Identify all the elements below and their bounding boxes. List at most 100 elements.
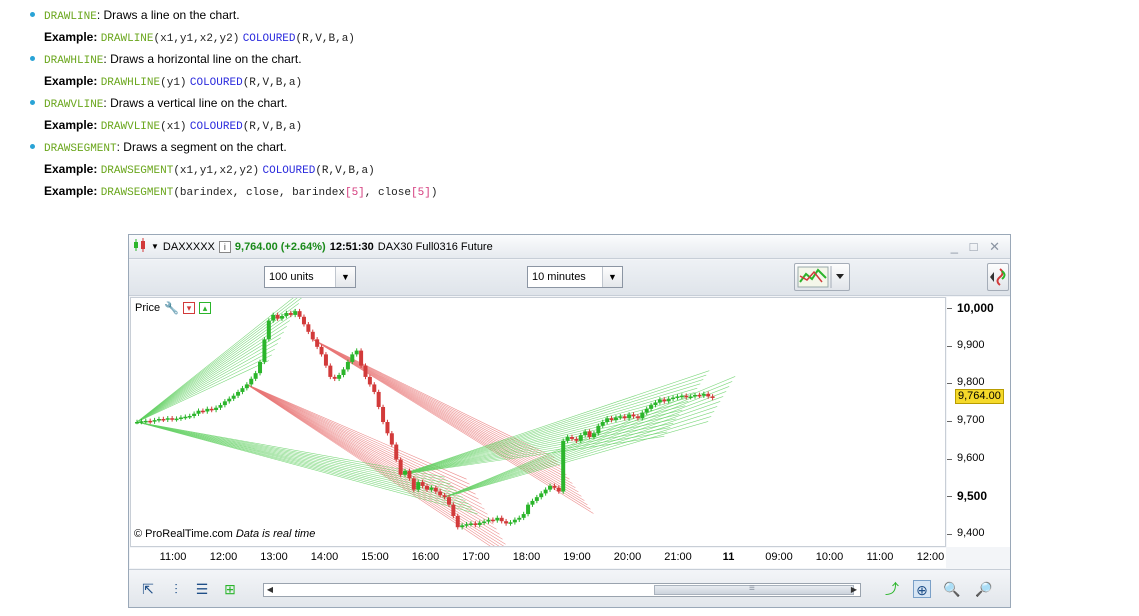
info-icon[interactable]: i [218,240,231,253]
example-args: ) [430,187,438,199]
window-controls[interactable]: _ □ ✕ [950,239,1004,254]
candle-style-icon[interactable]: ⫶ [174,581,178,597]
y-tick-label: 9,600 [957,451,985,464]
drawn-segment [400,396,692,475]
close-panel-icon[interactable]: ▾ [183,302,196,314]
candle [376,391,381,407]
example-args: (x1,y1,x2,y2) [173,165,260,177]
add-indicator-button[interactable] [794,263,850,291]
zoom-in-icon[interactable]: 🔎 [975,581,993,597]
scroll-left-icon[interactable]: ◀ [266,585,274,594]
copyright-text: © ProRealTime.com [134,528,233,540]
drawn-segment [136,298,294,423]
candle [622,416,627,419]
example-function: DRAWSEGMENT [100,187,174,199]
zoom-out-icon[interactable]: 🔍 [943,581,961,597]
instrument-name[interactable]: DAXXXXX [162,240,215,253]
scrollbar-thumb[interactable]: ≡ [654,583,854,595]
candle [710,396,715,398]
drawn-segment [246,384,503,540]
move-up-icon[interactable]: ▴ [199,302,212,314]
candle [341,369,346,376]
drawn-segment [246,384,476,495]
candle [323,354,328,366]
example-color-args: (R,V,B,a) [315,165,375,177]
drawn-segment [136,421,448,481]
y-tick-mark [947,533,952,535]
candle [433,487,438,492]
candle [653,402,658,406]
candle [301,316,306,325]
auto-scale-icon[interactable]: ⤴ [885,581,899,597]
candle [486,519,491,522]
candle [227,398,232,402]
drawn-segment [312,339,579,493]
drawn-segment [246,384,479,500]
candle [258,361,263,374]
zoom-fit-icon[interactable]: ⊕ [913,580,931,598]
doc-item-drawline: DRAWLINE: Draws a line on the chart. [30,4,1130,26]
candlestick-icon[interactable] [133,238,147,255]
price-axis[interactable]: 10,000 9,900 9,800 9,700 9,600 9,500 9,400 9,76… [947,297,1010,547]
grip-icon: ≡ [749,583,755,594]
candle [262,339,267,362]
drawn-segment [400,379,704,475]
candle [183,416,188,419]
candle [697,394,702,397]
candle [539,493,544,498]
chevron-down-icon[interactable]: ▼ [335,267,355,287]
drawn-segment [400,436,665,475]
horizontal-scrollbar[interactable]: ◀ ≡ ▶ [263,583,861,597]
y-tick-label: 9,800 [957,376,985,389]
drawn-segment [444,416,712,498]
example-color-function: COLOURED [242,33,296,45]
drawn-segment [400,427,671,475]
window-titlebar[interactable]: ▼ DAXXXXX i 9,764.00 (+2.64%) 12:51:30 D… [129,235,1010,259]
drawn-segment [136,421,445,478]
candle [222,401,227,406]
candle [473,523,478,525]
export-icon[interactable]: ⇱ [142,581,154,597]
drawn-segment [246,384,500,535]
y-tick-mark [947,421,952,422]
instrument-dropdown-icon[interactable]: ▼ [151,242,159,251]
units-select[interactable]: 100 units ▼ [264,266,356,288]
time-axis[interactable]: 11:00 12:00 13:00 14:00 15:00 16:00 17:00 18:00… [130,548,946,568]
candle [284,313,289,317]
chevron-down-icon[interactable]: ▼ [602,267,622,287]
bar-chart-icon[interactable]: ⊞ [224,581,236,597]
side-panel-button[interactable] [987,263,1009,291]
candle [701,393,706,396]
price-chart[interactable]: Price 🔧 ▾ ▴ © ProRealTime.com Data is re… [130,297,946,547]
drawn-segment [400,374,707,475]
list-icon[interactable]: ☰ [195,581,209,597]
candle [139,421,144,423]
example-color-function: COLOURED [189,77,243,89]
drawn-segment [312,339,588,506]
candlestick-chart [135,298,736,546]
doc-example: Example: DRAWLINE(x1,y1,x2,y2) COLOURED(… [30,26,1130,48]
x-tick-label: 09:00 [765,551,793,563]
timeframe-select[interactable]: 10 minutes ▼ [527,266,623,288]
candle [605,418,610,422]
candle [693,394,698,397]
quote-time: 12:51:30 [329,240,374,253]
doc-description: : Draws a horizontal line on the chart. [103,52,302,66]
candle [530,500,535,505]
x-tick-label: 14:00 [310,551,339,563]
candle [156,418,161,421]
candle [192,413,197,416]
wrench-icon[interactable]: 🔧 [164,301,180,315]
scroll-right-icon[interactable]: ▶ [850,585,858,594]
candle [297,311,302,317]
last-price: 9,764.00 (+2.64%) [234,240,326,253]
drawn-segment [246,384,495,546]
drawn-segment [136,303,299,423]
drawn-segment [136,337,281,423]
candle [587,431,592,438]
doc-item-drawsegment: DRAWSEGMENT: Draws a segment on the char… [30,136,1130,158]
doc-description: : Draws a vertical line on the chart. [103,96,288,110]
doc-item-drawvline: DRAWVLINE: Draws a vertical line on the … [30,92,1130,114]
candle [596,425,601,434]
candle [534,497,539,501]
